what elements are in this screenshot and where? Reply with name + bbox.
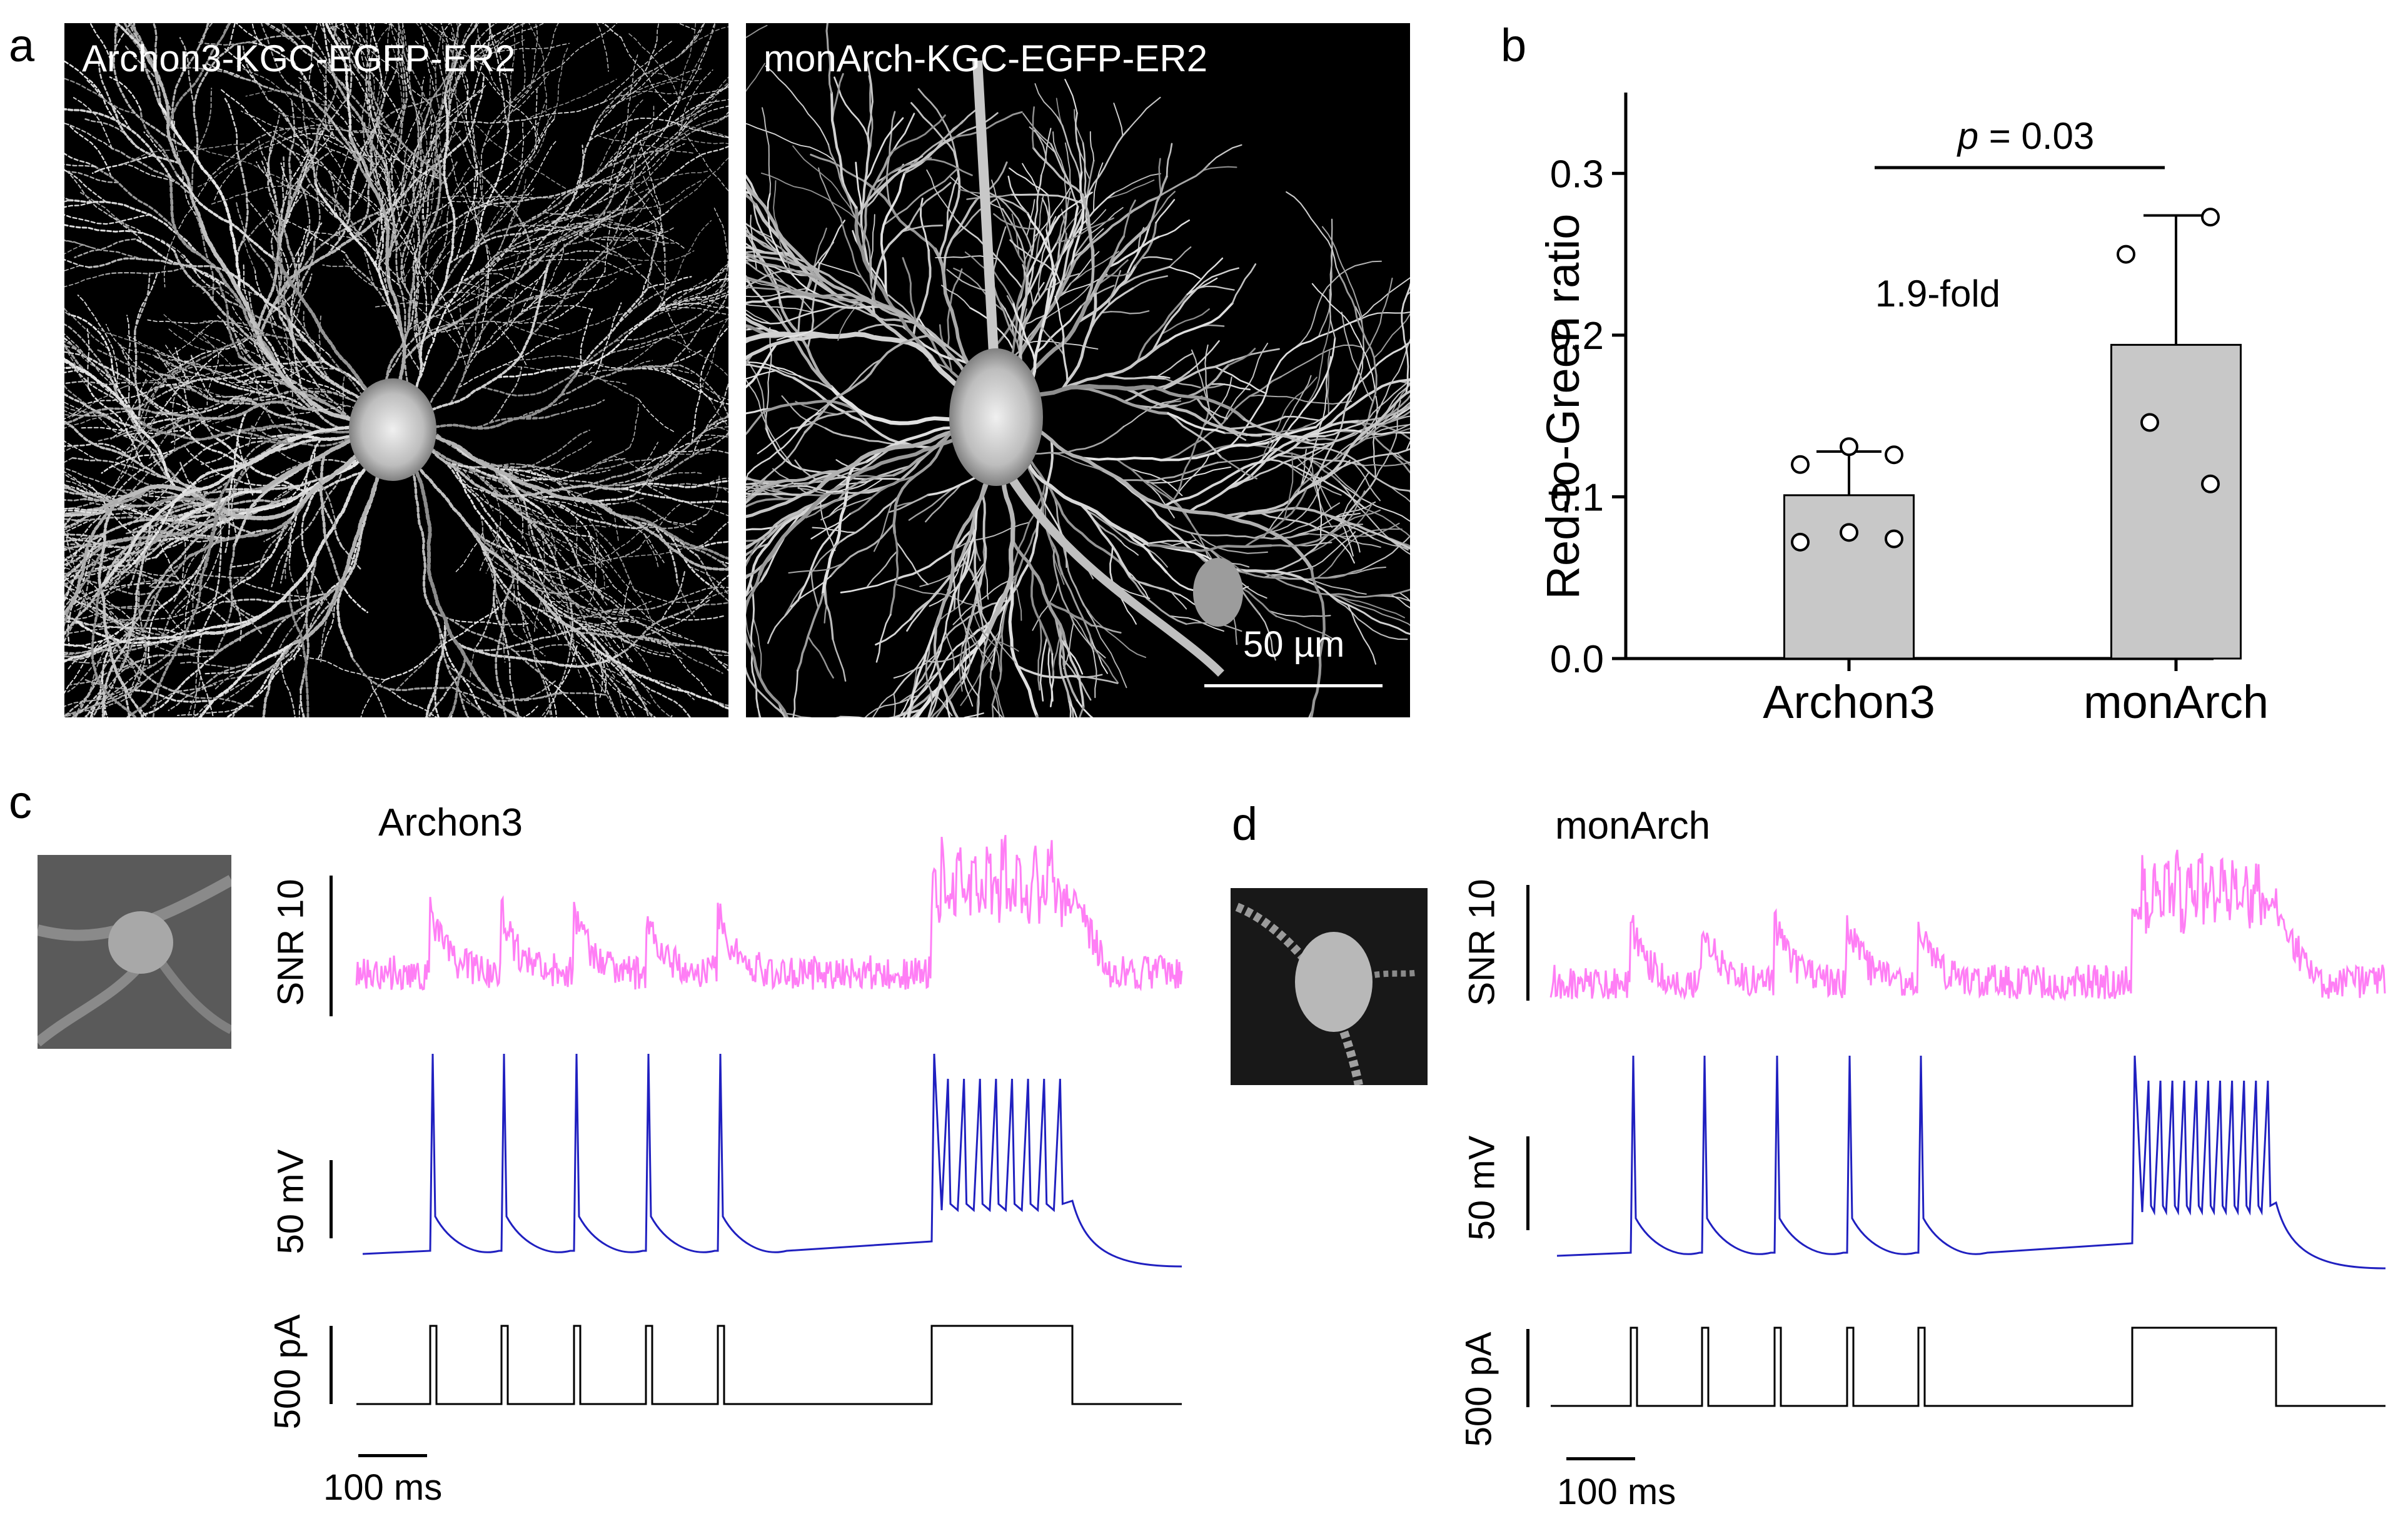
mv-label-d: 50 mV [1461, 1135, 1503, 1241]
panel-letter-c: c [9, 776, 32, 828]
panel-letter-a: a [9, 19, 35, 71]
p-value: = 0.03 [1978, 115, 2094, 157]
trace-title-monarch: monArch [1555, 804, 1711, 847]
neuron-image-archon3 [64, 23, 728, 717]
cell-thumbnail-archon3 [38, 855, 231, 1049]
y-tick-label: 0.0 [1550, 638, 1604, 681]
soma [349, 378, 436, 481]
snr-scale-bar-d [1526, 885, 1529, 1001]
data-point [1791, 532, 1810, 552]
data-point [1885, 445, 1903, 465]
micrograph-label-archon3: Archon3-KGC-EGFP-ER2 [82, 38, 516, 79]
thumbnail-image-monarch [1231, 888, 1428, 1085]
snr-scale-bar-c [330, 876, 333, 1016]
current-trace-monarch [1551, 1326, 2385, 1407]
dendrites [64, 23, 728, 717]
fluorescence-trace-monarch [1549, 849, 2386, 1002]
soma [108, 911, 173, 974]
mv-scale-bar-c [330, 1160, 333, 1238]
pa-label-d: 500 pA [1458, 1331, 1499, 1447]
panel-letter-d: d [1232, 798, 1258, 850]
soma [1295, 932, 1373, 1032]
data-point [2140, 413, 2159, 432]
snr-label-d: SNR 10 [1461, 879, 1503, 1006]
soma [949, 348, 1043, 486]
mv-scale-bar-d [1526, 1136, 1529, 1230]
x-tick-label-Archon3: Archon3 [1763, 676, 1935, 728]
pa-scale-bar-c [330, 1326, 333, 1404]
y-tick-label: 0.3 [1550, 153, 1604, 196]
dendrites [746, 23, 1410, 717]
scale-bar-label: 50 µm [1243, 624, 1345, 665]
thumbnail-image-archon3 [38, 855, 231, 1049]
pa-scale-bar-d [1526, 1329, 1529, 1407]
data-point [2201, 208, 2220, 227]
y-axis-label: Red-to-Green ratio [1537, 214, 1589, 600]
micrograph-label-monarch: monArch-KGC-EGFP-ER2 [763, 38, 1208, 79]
snr-label-c: SNR 10 [270, 879, 311, 1006]
p-symbol: p [1957, 115, 1978, 157]
voltage-trace-archon3 [362, 1053, 1182, 1268]
bar-Archon3 [1783, 494, 1915, 660]
fold-annotation: 1.9-fold [1875, 273, 2000, 315]
current-trace-archon3 [356, 1325, 1182, 1405]
y-tick-label: 0.2 [1550, 315, 1604, 358]
micrograph-archon3: Archon3-KGC-EGFP-ER2 [64, 23, 728, 717]
cell-thumbnail-monarch [1231, 888, 1428, 1085]
time-label-c: 100 ms [323, 1467, 443, 1508]
data-point [1885, 529, 1903, 548]
data-point [1840, 523, 1858, 542]
mv-label-c: 50 mV [270, 1149, 311, 1255]
data-point [2117, 245, 2135, 264]
scale-bar [1204, 684, 1383, 687]
data-point [1791, 455, 1810, 474]
time-scale-bar-d [1566, 1457, 1635, 1460]
micrograph-monarch: monArch-KGC-EGFP-ER2 50 µm [746, 23, 1410, 717]
pa-label-c: 500 pA [267, 1314, 308, 1430]
panel-letter-b: b [1501, 19, 1527, 71]
x-tick-label-monArch: monArch [2083, 676, 2269, 728]
data-point [1840, 437, 1858, 457]
data-point [2201, 474, 2220, 493]
y-tick-label: 0.1 [1550, 476, 1604, 519]
neuron-image-monarch [746, 23, 1410, 717]
p-value-annotation: p = 0.03 [1957, 115, 2095, 157]
bar-monArch [2110, 343, 2242, 660]
voltage-trace-monarch [1556, 1055, 2386, 1270]
fluorescence-trace-archon3 [355, 834, 1183, 992]
time-label-d: 100 ms [1557, 1472, 1676, 1512]
trace-title-archon3: Archon3 [378, 801, 523, 844]
time-scale-bar-c [358, 1454, 427, 1457]
